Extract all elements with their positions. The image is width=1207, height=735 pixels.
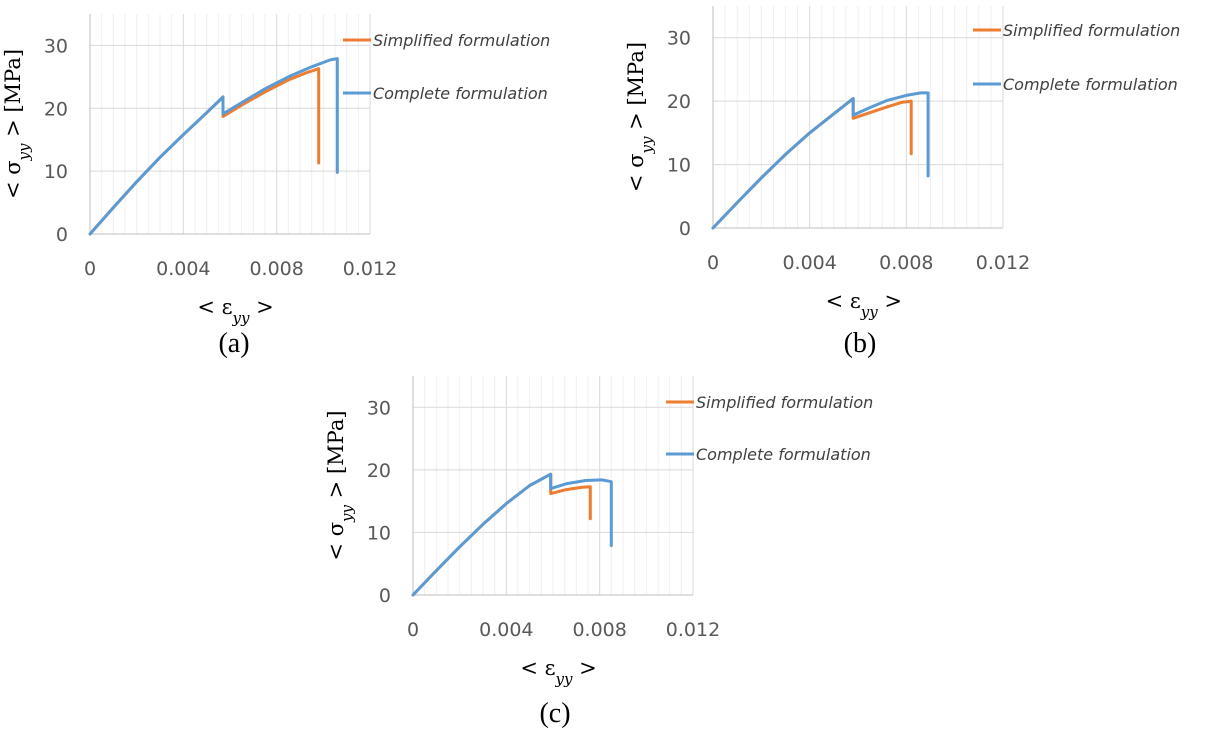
x-tick-label: 0 — [84, 258, 96, 280]
chart-caption: (b) — [844, 328, 877, 359]
legend-entry: Complete formulation — [973, 75, 1178, 94]
series-line-complete — [711, 91, 930, 230]
chart-caption: (c) — [539, 698, 570, 729]
x-tick-label: 0.012 — [343, 258, 397, 280]
y-tick-label: 0 — [379, 585, 391, 607]
legend-label: Complete formulation — [1003, 75, 1178, 94]
x-tick-label: 0 — [707, 252, 719, 274]
y-axis-label: < σyy > [MPa] — [1, 49, 33, 199]
legend-label: Simplified formulation — [1003, 21, 1180, 40]
legend-label: Complete formulation — [373, 84, 548, 103]
x-axis-label: < εyy > — [826, 289, 902, 321]
x-tick-label: 0.008 — [249, 258, 303, 280]
x-tick-label: 0.004 — [782, 252, 836, 274]
y-tick-label: 10 — [44, 161, 68, 183]
x-tick-label: 0.012 — [976, 252, 1030, 274]
y-tick-label: 20 — [367, 460, 391, 482]
x-axis-label: < εyy > — [520, 656, 596, 688]
legend-label: Simplified formulation — [696, 393, 873, 412]
legend-label: Complete formulation — [696, 445, 871, 464]
x-axis-label: < εyy > — [197, 295, 273, 327]
legend-entry: Simplified formulation — [973, 21, 1180, 40]
y-tick-label: 0 — [56, 224, 68, 246]
x-tick-label: 0.008 — [879, 252, 933, 274]
gridlines — [90, 14, 371, 234]
x-tick-label: 0.004 — [156, 258, 210, 280]
chart-caption: (a) — [218, 328, 249, 359]
y-axis-label: < σyy > [MPa] — [324, 410, 356, 560]
legend-entry: Simplified formulation — [666, 393, 873, 412]
y-tick-label: 30 — [44, 35, 68, 57]
series-line-complete — [411, 472, 613, 597]
x-tick-label: 0 — [407, 619, 419, 641]
x-tick-label: 0.004 — [479, 619, 533, 641]
legend-entry: Complete formulation — [666, 445, 871, 464]
series-line-complete — [88, 57, 339, 236]
y-tick-label: 30 — [667, 28, 691, 50]
chart-2: 0 10 20 30 0 0.004 0.008 0.012 Simplified formul… — [624, 6, 1180, 359]
y-tick-label: 30 — [367, 397, 391, 419]
gridlines — [713, 6, 1004, 228]
chart-3: 0 10 20 30 0 0.004 0.008 0.012 Simplified formul… — [324, 376, 873, 729]
x-tick-label: 0.012 — [666, 619, 720, 641]
gridlines — [413, 376, 694, 595]
y-tick-label: 0 — [679, 218, 691, 240]
series-line-simplified — [411, 472, 592, 597]
legend-label: Simplified formulation — [373, 31, 550, 50]
series-line-simplified — [711, 97, 913, 230]
legend-entry: Simplified formulation — [343, 31, 550, 50]
series-line-simplified — [88, 67, 321, 236]
y-tick-label: 20 — [44, 98, 68, 120]
y-tick-label: 20 — [667, 91, 691, 113]
legend-entry: Complete formulation — [343, 84, 548, 103]
y-tick-label: 10 — [367, 522, 391, 544]
y-axis-label: < σyy > [MPa] — [624, 42, 656, 192]
chart-1: 0 10 20 30 0 0.004 0.008 0.012 Simplified formul… — [1, 14, 550, 359]
x-tick-label: 0.008 — [572, 619, 626, 641]
y-tick-label: 10 — [667, 155, 691, 177]
